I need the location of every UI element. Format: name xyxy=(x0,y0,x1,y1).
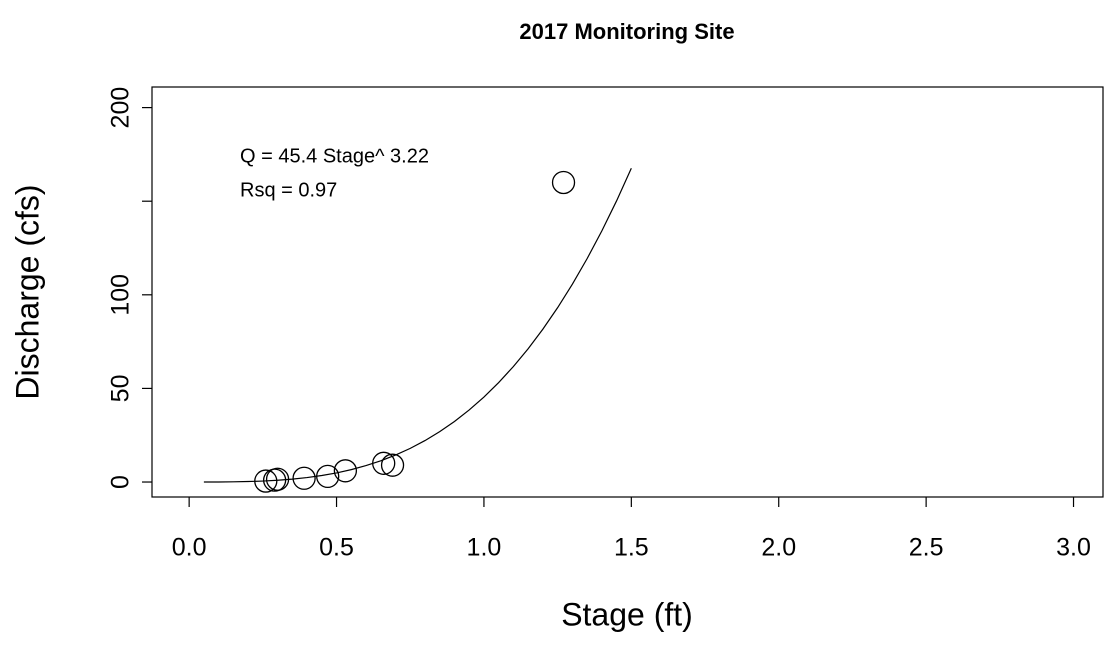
annotation: Q = 45.4 Stage^ 3.22 xyxy=(240,145,429,167)
data-point xyxy=(372,451,396,475)
data-point xyxy=(551,170,576,195)
annotation: Rsq = 0.97 xyxy=(240,179,337,201)
y-tick-label: 50 xyxy=(107,375,135,403)
data-point xyxy=(292,466,316,490)
x-axis-label: Stage (ft) xyxy=(561,596,693,632)
x-tick-label: 1.0 xyxy=(467,534,502,562)
data-point xyxy=(265,467,290,491)
x-tick-label: 1.5 xyxy=(614,534,649,562)
x-tick-label: 0.0 xyxy=(172,534,207,562)
x-tick-label: 3.0 xyxy=(1056,534,1091,562)
y-tick-label: 100 xyxy=(107,274,135,316)
chart-title: 2017 Monitoring Site xyxy=(519,19,734,44)
fit-line xyxy=(203,168,632,483)
y-axis-label: Discharge (cfs) xyxy=(9,184,45,399)
y-tick-label: 200 xyxy=(107,87,135,129)
data-point xyxy=(316,464,340,489)
plot-frame xyxy=(151,86,1104,498)
data-point xyxy=(380,453,405,477)
data-point xyxy=(254,469,278,493)
x-tick-label: 2.5 xyxy=(909,534,944,562)
data-point xyxy=(333,459,358,483)
y-tick-label: 0 xyxy=(107,475,135,489)
x-tick-label: 2.0 xyxy=(761,534,796,562)
x-tick-label: 0.5 xyxy=(319,534,354,562)
